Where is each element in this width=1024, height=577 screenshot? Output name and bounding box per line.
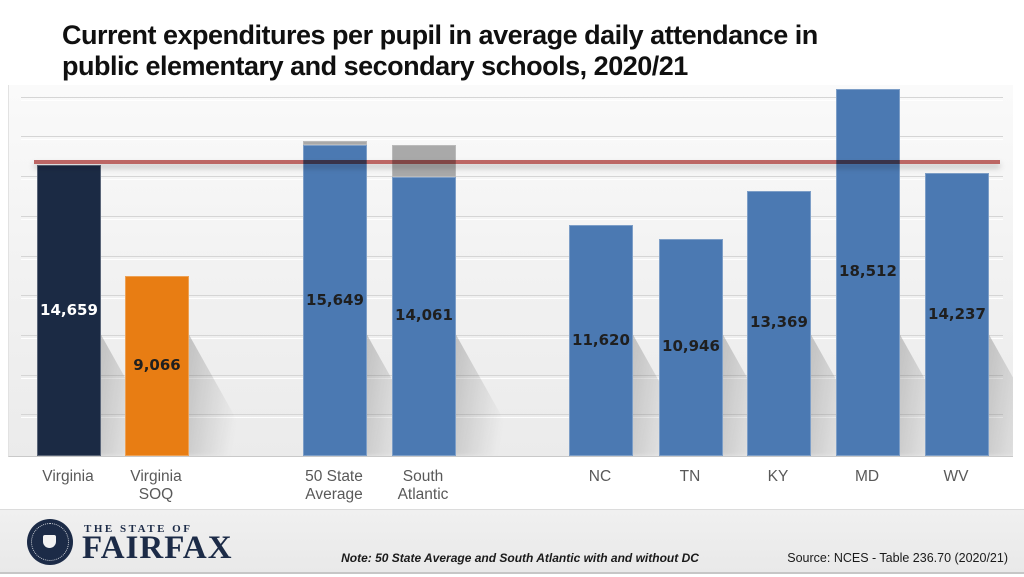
bar-virginia bbox=[37, 165, 101, 456]
seal-ring bbox=[31, 523, 69, 561]
chart-title: Current expenditures per pupil in averag… bbox=[62, 20, 818, 81]
x-label-line: MD bbox=[854, 468, 880, 485]
gridline-10000 bbox=[21, 255, 1003, 259]
x-label-line: NC bbox=[588, 468, 612, 485]
x-label-line: Virginia bbox=[130, 468, 182, 485]
bar-value-tn: 10,946 bbox=[662, 337, 720, 356]
bar-value-virginia-soq: 9,066 bbox=[133, 356, 181, 375]
chart-note: Note: 50 State Average and South Atlanti… bbox=[341, 551, 699, 565]
gridline-2000 bbox=[21, 414, 1003, 417]
footer-bar: THE STATE OF FAIRFAX Note: 50 State Aver… bbox=[0, 509, 1024, 574]
bar-50-state-average bbox=[303, 145, 367, 456]
bar-value-wv: 14,237 bbox=[928, 304, 986, 323]
bar-virginia-soq bbox=[125, 276, 189, 456]
brand-the-state-of: THE STATE OF bbox=[84, 523, 193, 535]
bar-ky bbox=[747, 190, 811, 456]
gridline-16000 bbox=[21, 136, 1003, 139]
bar-value-virginia: 14,659 bbox=[40, 300, 98, 319]
x-label-line: SOQ bbox=[138, 485, 174, 503]
seal-crest-icon bbox=[43, 535, 56, 548]
gridline-12000 bbox=[21, 215, 1003, 219]
bar-tn bbox=[659, 238, 723, 456]
brand-fairfax: FAIRFAX bbox=[82, 530, 233, 566]
x-label-line: 50 State bbox=[305, 468, 363, 485]
bar-value-50-state-average: 15,649 bbox=[306, 290, 364, 309]
reference-line bbox=[34, 160, 1000, 165]
bar-value-south-atlantic: 14,061 bbox=[395, 306, 453, 325]
x-label-south-atlantic: South Atlantic bbox=[375, 468, 471, 503]
gridline-6000 bbox=[21, 334, 1003, 338]
x-label-line: Virginia bbox=[42, 468, 94, 485]
x-label-tn: TN bbox=[642, 468, 738, 486]
x-label-line: TN bbox=[679, 468, 701, 485]
x-label-md: MD bbox=[819, 468, 915, 486]
bar-shadow-south-atlantic bbox=[450, 324, 524, 456]
x-label-line: KY bbox=[767, 468, 789, 485]
gridline-4000 bbox=[21, 374, 1003, 378]
bar-wv bbox=[925, 173, 989, 456]
gridline-8000 bbox=[21, 295, 1003, 298]
x-label-50-state-average: 50 State Average bbox=[286, 468, 382, 503]
bar-value-md: 18,512 bbox=[839, 262, 897, 281]
chart-source: Source: NCES - Table 236.70 (2020/21) bbox=[787, 551, 1008, 565]
x-label-line: WV bbox=[943, 468, 969, 485]
bar-shadow-virginia-soq bbox=[183, 324, 257, 456]
fairfax-seal-icon bbox=[27, 519, 73, 565]
bar-value-nc: 11,620 bbox=[572, 330, 630, 349]
bar-south-atlantic bbox=[392, 176, 456, 456]
x-label-wv: WV bbox=[908, 468, 1004, 486]
x-label-virginia: Virginia bbox=[20, 468, 116, 486]
x-label-line: South bbox=[402, 468, 444, 485]
bar-cap-with-dc-50-state-average bbox=[303, 141, 367, 146]
x-label-virginia-soq: Virginia SOQ bbox=[108, 468, 204, 503]
bar-nc bbox=[569, 225, 633, 456]
gridline-18000 bbox=[21, 96, 1003, 100]
x-label-ky: KY bbox=[730, 468, 826, 486]
gridline-14000 bbox=[21, 176, 1003, 179]
x-label-nc: NC bbox=[552, 468, 648, 486]
x-label-line: Average bbox=[305, 485, 363, 503]
plot-area: 14,659 9,066 15,649 14,061 11,620 10,946 13,36… bbox=[8, 85, 1013, 457]
x-label-line: Atlantic bbox=[397, 485, 449, 503]
bar-md bbox=[836, 88, 900, 456]
bar-value-ky: 13,369 bbox=[750, 313, 808, 332]
